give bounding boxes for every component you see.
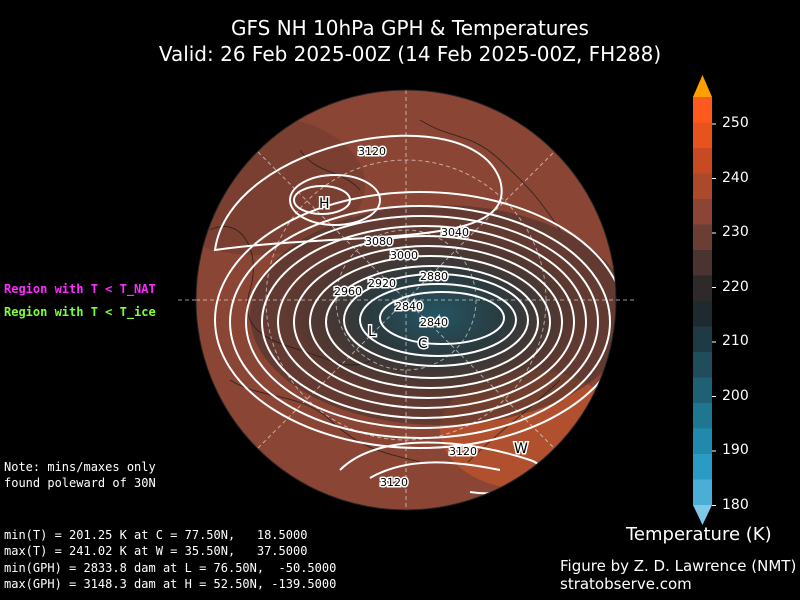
marker-c: C: [418, 336, 428, 352]
colorbar-tick-label: 220: [722, 278, 749, 295]
contour-label: 2880: [420, 270, 448, 283]
contour-label: 2840: [420, 316, 448, 329]
stat-max-t: max(T) = 241.02 K at W = 35.50N, 37.5000: [4, 544, 308, 558]
credit-line-1: Figure by Z. D. Lawrence (NMT): [560, 557, 797, 575]
colorbar-tick-label: 180: [722, 496, 749, 513]
colorbar-segment: [693, 403, 712, 429]
contour-label: 3120: [449, 445, 477, 458]
colorbar: [693, 75, 716, 525]
colorbar-segment: [693, 428, 712, 455]
legend-ice: Region with T < T_ice: [4, 305, 156, 319]
contour-label: 3120: [358, 145, 386, 158]
colorbar-label: Temperature (K): [626, 524, 772, 545]
colorbar-tick-label: 210: [722, 333, 749, 349]
colorbar-segment: [693, 479, 712, 506]
contour-label: 3120: [380, 476, 408, 489]
credit-line-2: stratobserve.com: [560, 575, 692, 593]
legend-nat: Region with T < T_NAT: [4, 282, 156, 296]
contour-label: 3040: [441, 226, 469, 239]
colorbar-segment: [693, 326, 712, 353]
marker-h: H: [319, 196, 330, 212]
colorbar-tick-label: 190: [722, 442, 749, 458]
contour-label: 2960: [334, 285, 362, 298]
colorbar-segment: [693, 148, 712, 174]
figure-subtitle: Valid: 26 Feb 2025-00Z (14 Feb 2025-00Z,…: [158, 42, 662, 66]
colorbar-segment: [693, 122, 712, 149]
contour-label: 3080: [365, 235, 393, 248]
colorbar-segment: [693, 199, 712, 225]
colorbar-tick-label: 200: [722, 387, 749, 404]
figure-title: GFS NH 10hPa GPH & Temperatures: [231, 16, 589, 40]
colorbar-segment: [693, 454, 712, 480]
colorbar-segment: [693, 352, 712, 378]
contour-label: 2920: [368, 277, 396, 290]
stat-min-t: min(T) = 201.25 K at C = 77.50N, 18.5000: [4, 528, 308, 542]
colorbar-tick-label: 240: [722, 169, 749, 186]
colorbar-segment: [693, 301, 712, 327]
stat-min-gph: min(GPH) = 2833.8 dam at L = 76.50N, -50…: [4, 561, 337, 575]
note-line-2: found poleward of 30N: [4, 476, 156, 490]
colorbar-segment: [693, 224, 712, 251]
gph-contours: [213, 134, 616, 495]
marker-w: W: [514, 441, 528, 457]
colorbar-segment: [693, 377, 712, 404]
note-line-1: Note: mins/maxes only: [4, 460, 156, 474]
colorbar-over-arrow: [693, 75, 712, 97]
contour-label: 3000: [390, 249, 418, 262]
colorbar-segment: [693, 250, 712, 276]
colorbar-segment: [693, 173, 712, 200]
colorbar-tick-label: 230: [722, 224, 749, 240]
contour-label: 2840: [395, 300, 423, 313]
colorbar-under-arrow: [693, 505, 712, 525]
stat-max-gph: max(GPH) = 3148.3 dam at H = 52.50N, -13…: [4, 577, 337, 591]
colorbar-segment: [693, 97, 712, 123]
extrema-markers: H L C W: [318, 195, 530, 459]
contour-labels: 3120 3080 3040 3000 2960 2920 2880 2840 …: [333, 144, 479, 491]
colorbar-tick-label: 250: [722, 115, 749, 131]
colorbar-segment: [693, 275, 712, 302]
marker-l: L: [368, 324, 376, 340]
